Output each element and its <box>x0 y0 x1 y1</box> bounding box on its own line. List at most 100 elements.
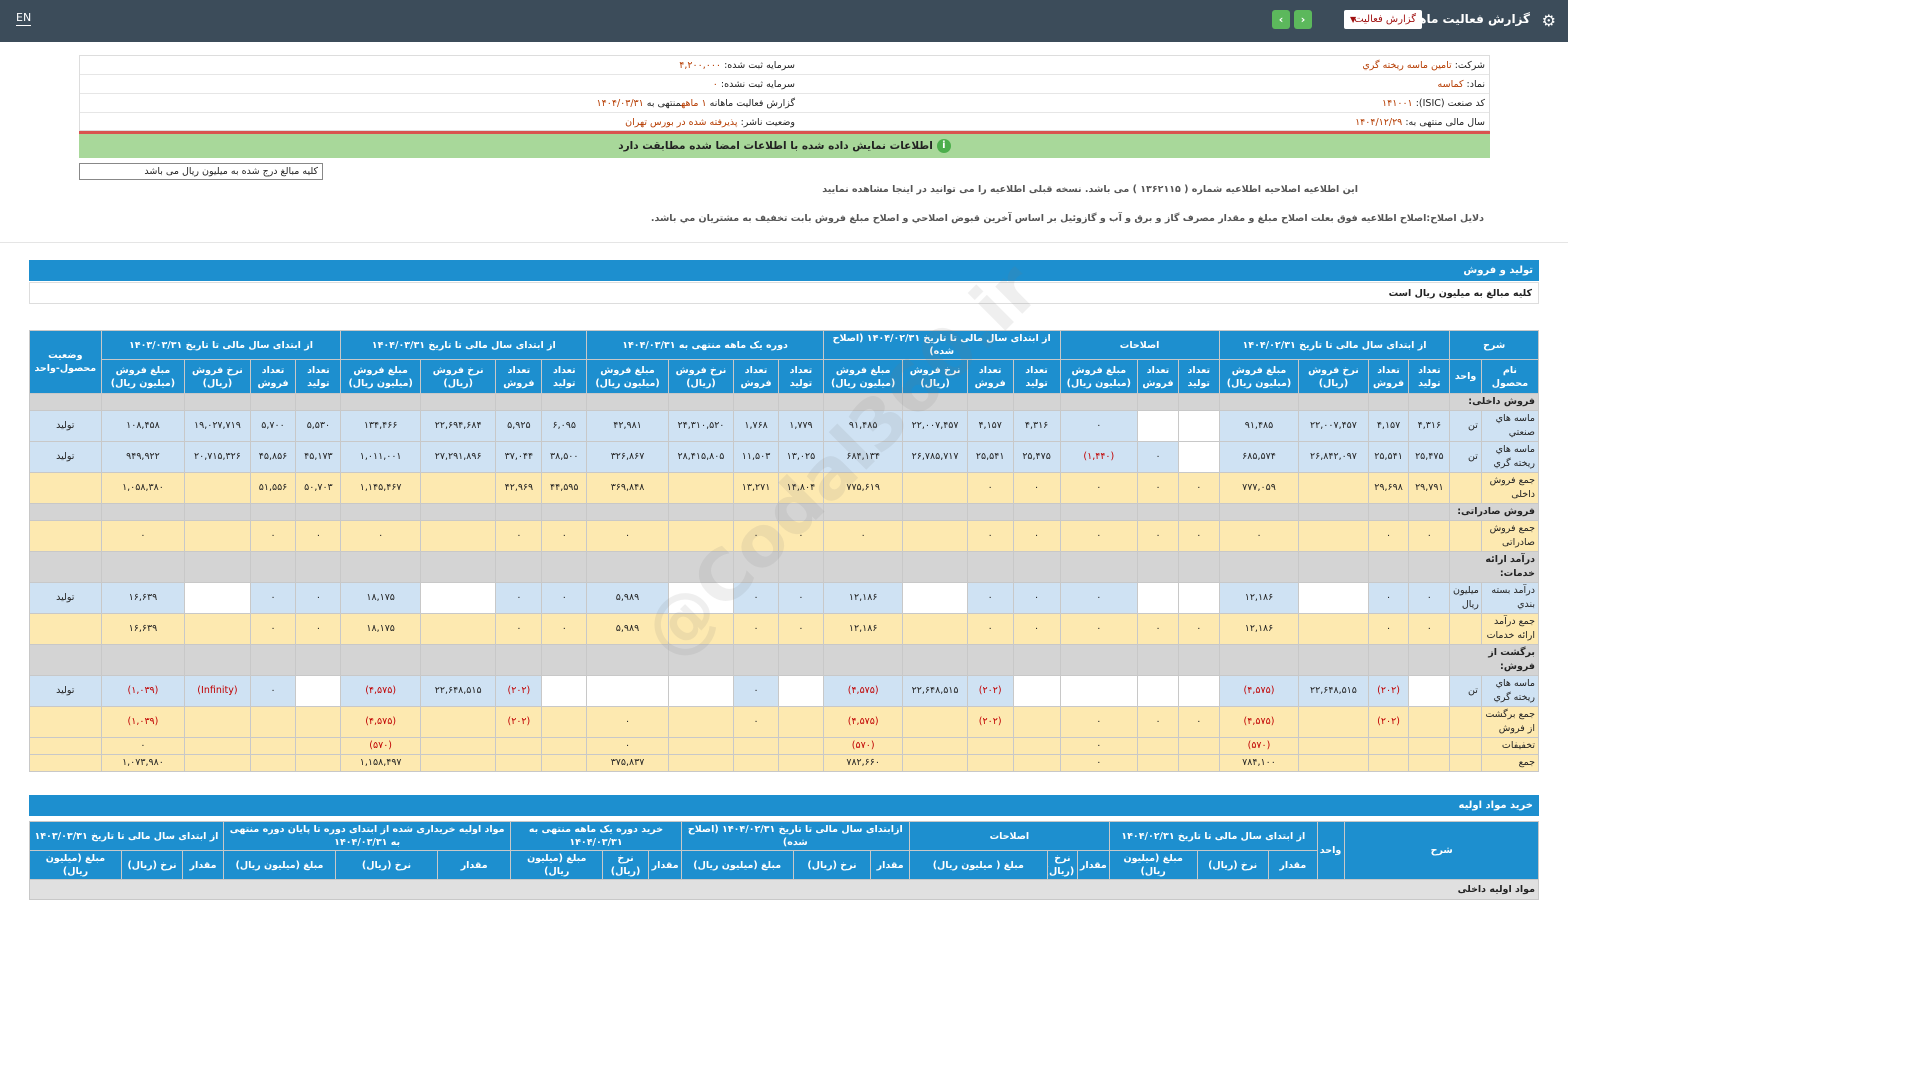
t2-col-sub-5-0: مقدار <box>182 850 224 880</box>
reg-cap-value: ۴,۲۰۰,۰۰۰ <box>679 60 722 71</box>
table-cell: ۰ <box>249 582 297 614</box>
table-cell <box>295 675 342 707</box>
table-cell <box>902 520 968 552</box>
table-cell <box>1298 393 1369 411</box>
col-sub-1-0: تعداد تولید <box>1177 359 1220 394</box>
table-cell <box>1298 613 1369 645</box>
table-cell <box>733 503 779 521</box>
table-cell: ۰ <box>586 737 669 755</box>
t2-col-sub-4-2: مبلغ (میلیون ریال) <box>222 850 337 880</box>
table-cell <box>966 503 1014 521</box>
table-cell <box>667 706 735 738</box>
row-product-name: جمع درآمد ارائه خدمات <box>1480 613 1540 645</box>
col-sub-5-1: تعداد فروش <box>249 359 297 394</box>
table-cell <box>184 706 251 738</box>
t2-col-group-2: ازابتدای سال مالی تا تاریخ ۱۴۰۴/۰۲/۳۱ (ا… <box>680 821 910 851</box>
unreg-cap-label: سرمایه ثبت نشده: <box>720 79 795 90</box>
table-cell <box>733 754 779 772</box>
col-sub-0-0: تعداد تولید <box>1408 359 1451 394</box>
table-cell: (Infinity) <box>184 675 251 707</box>
next-button[interactable]: › <box>1294 10 1312 29</box>
table-cell <box>733 737 779 755</box>
table-cell: ۴۵,۱۷۳ <box>295 441 342 473</box>
col-sub-5-2: نرخ فروش (ریال) <box>184 359 251 394</box>
table-cell <box>495 393 543 411</box>
table-row: جمع فروش داخلی ۲۹,۷۹۱ ۲۹,۶۹۸ ۷۷۷,۰۵۹ ۰ ۰ ۰ ۰ ۰ ۷۷… <box>29 472 1540 504</box>
table-cell <box>184 393 251 411</box>
table-cell <box>340 503 421 521</box>
settings-icon[interactable]: ⚙ <box>1541 11 1556 30</box>
table-cell: ۲۲,۶۴۸,۵۱۵ <box>1298 675 1369 707</box>
t2-col-sub-1-2: مبلغ ( میلیون ریال) <box>908 850 1048 880</box>
col-sub-5-0: تعداد تولید <box>295 359 342 394</box>
table-cell: ۰ <box>966 582 1014 614</box>
col-product-name: نام محصول <box>1480 359 1540 394</box>
table-cell: (۲۰۲) <box>495 706 543 738</box>
section-production-sales: تولید و فروش <box>29 260 1539 281</box>
table-cell: ۶۸۴,۱۳۴ <box>822 441 904 473</box>
table-cell: ۰ <box>495 520 543 552</box>
report-type-select[interactable]: گزارش فعالیت ▼ <box>1344 10 1422 29</box>
table-cell: ۰ <box>1218 520 1300 552</box>
table-cell: (۴,۵۷۵) <box>340 706 421 738</box>
t2-col-sub-1-0: مقدار <box>1077 850 1110 880</box>
t2-col-sub-3-2: مبلغ (میلیون ریال) <box>510 850 604 880</box>
table-cell: ۳۷۵,۸۳۷ <box>586 754 669 772</box>
t2-col-sub-4-0: مقدار <box>436 850 512 880</box>
prev-button[interactable]: ‹ <box>1272 10 1290 29</box>
table-cell <box>902 582 968 614</box>
col-sub-2-1: تعداد فروش <box>966 359 1014 394</box>
table-cell <box>29 644 102 676</box>
table-cell <box>902 393 968 411</box>
table-cell <box>249 754 297 772</box>
table-row: جمع برگشت از فروش (۲۰۲) (۴,۵۷۵) ۰ ۰ ۰ (۲۰۲) (۴,… <box>29 706 1540 738</box>
table-cell: (۴,۵۷۵) <box>822 675 904 707</box>
table-cell <box>1012 754 1061 772</box>
table-cell <box>541 551 588 583</box>
table-cell: ۵,۹۲۵ <box>495 410 543 442</box>
table-cell <box>29 393 102 411</box>
page-title: گزارش فعالیت ماهانه <box>1401 12 1530 26</box>
table-cell <box>29 551 102 583</box>
table-cell <box>586 644 669 676</box>
row-product-name: جمع برگشت از فروش <box>1480 706 1540 738</box>
table-cell <box>295 551 342 583</box>
table-cell: ۵۱,۵۵۶ <box>249 472 297 504</box>
table-cell: ۰ <box>1177 472 1220 504</box>
table-cell <box>1298 737 1369 755</box>
symbol-value[interactable]: کماسه <box>1437 79 1464 90</box>
table-cell <box>1298 520 1369 552</box>
table-cell <box>541 393 588 411</box>
table-cell <box>184 472 251 504</box>
table-cell: ۱۰۸,۴۵۸ <box>100 410 186 442</box>
table-cell <box>1059 644 1139 676</box>
table-cell: ۰ <box>541 613 588 645</box>
table-cell: ۷۸۴,۱۰۰ <box>1218 754 1300 772</box>
table-cell: ۲۶,۷۸۵,۷۱۷ <box>902 441 968 473</box>
amendment-note[interactable]: این اطلاعیه اصلاحیه اطلاعیه شماره ( ۱۳۶۲… <box>822 184 1358 195</box>
company-name[interactable]: تامين ماسه ريخته گري <box>1362 60 1452 71</box>
table-cell <box>1367 754 1410 772</box>
table-cell <box>1298 472 1369 504</box>
language-switch[interactable]: EN <box>16 11 32 26</box>
table-cell: ۰ <box>1177 706 1220 738</box>
table-cell: ۰ <box>966 613 1014 645</box>
table-cell <box>295 644 342 676</box>
table-cell: ۱۶,۶۳۹ <box>100 613 186 645</box>
table-row: فروش داخلی: <box>29 393 1539 411</box>
table-row: ماسه هاي ريخته گري تن (۲۰۲) ۲۲,۶۴۸,۵۱۵ (۴,۵۷… <box>29 675 1540 707</box>
table-cell <box>966 393 1014 411</box>
table-cell: ۰ <box>1367 613 1410 645</box>
table-cell: ۳۲۶,۸۶۷ <box>586 441 669 473</box>
table-cell: ۱۹,۰۲۷,۷۱۹ <box>184 410 251 442</box>
row-status: تولید <box>29 441 102 473</box>
table-cell: ۲۲,۰۰۷,۴۵۷ <box>1298 410 1369 442</box>
table-cell <box>1177 441 1220 473</box>
table-cell: ۰ <box>778 582 824 614</box>
col-sub-4-0: تعداد تولید <box>541 359 588 394</box>
table-cell: ۱۱,۵۰۳ <box>733 441 779 473</box>
t2-col-group-1: از ابتدای سال مالی تا تاریخ ۱۴۰۴/۰۲/۳۱ <box>1108 821 1318 851</box>
t2-col-sub-0-2: مبلغ (میلیون ریال) <box>1108 850 1198 880</box>
table-cell: ۱,۰۷۳,۹۸۰ <box>100 754 186 772</box>
table-cell <box>1059 675 1139 707</box>
